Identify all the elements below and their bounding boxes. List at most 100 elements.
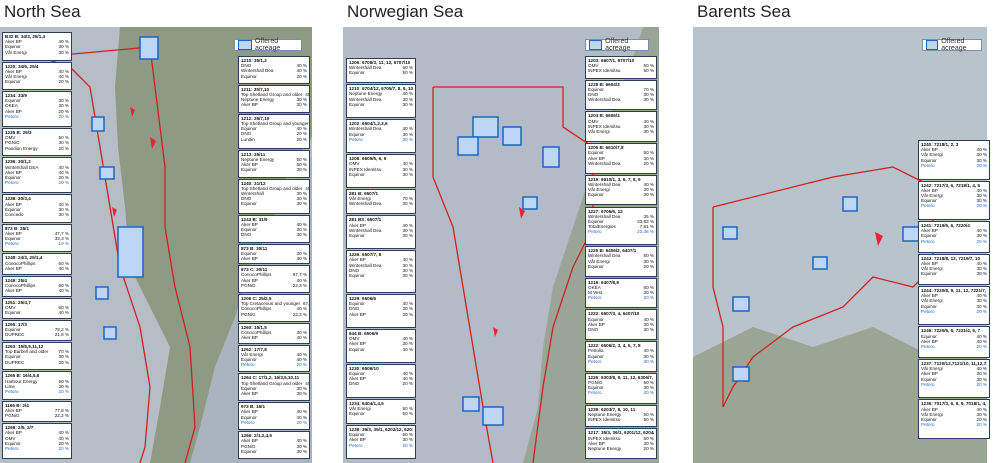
partner-name: Wintershall Dea bbox=[349, 65, 382, 71]
partner-share: 30 % bbox=[402, 131, 413, 137]
partner-name: Aker BP bbox=[241, 162, 258, 168]
partner-share: 50 % bbox=[402, 65, 413, 71]
partner-name: INPEX Idemitsu bbox=[588, 416, 621, 422]
licence-partner-row: OMV 40 % bbox=[588, 119, 654, 124]
licence-partner-row: Aker BP 47,7 % bbox=[5, 231, 69, 236]
licence-partner-row: Aker BP 30 % bbox=[588, 441, 654, 446]
partner-name: Wintershall Dea bbox=[349, 262, 382, 268]
licence-partner-row: Wintershall Dea 40 % bbox=[588, 182, 654, 187]
licence-partner-row: Aker BP 40 % bbox=[5, 170, 69, 175]
partner-share: 30 % bbox=[296, 191, 307, 197]
licence-partner-row: Petoro 30 % bbox=[349, 137, 413, 142]
licence-box: 1234: 6404/1,4,5 Vår Energi 50 % Equinor 50 … bbox=[346, 398, 416, 425]
partner-share: 30 % bbox=[58, 140, 69, 146]
panel-title-norwegian-sea: Norwegian Sea bbox=[347, 2, 464, 21]
licence-partner-row: Vår Energi 70 % bbox=[349, 196, 413, 201]
partner-name: INPEX Idemitsu bbox=[588, 123, 621, 129]
partner-share: 30 % bbox=[58, 206, 69, 212]
partner-name: Top Barbell and older bbox=[5, 349, 49, 355]
partner-share: 70 % bbox=[643, 86, 654, 92]
partner-share: 20 % bbox=[976, 308, 987, 314]
licence-partner-row: Vår Energi 30 % bbox=[5, 50, 69, 55]
licence-partner-row: Aker BP 40 % bbox=[921, 261, 987, 266]
licence-box: 1249: 25/4 ConocoPhillips 60 % Aker BP 40 % bbox=[2, 275, 72, 297]
partner-name: Wintershall Dea bbox=[241, 68, 274, 74]
licence-partner-row: Vår Energi 30 % bbox=[921, 152, 987, 157]
partner-name: Aker BP bbox=[5, 201, 22, 207]
licence-partner-row: Petoro 22,36 % bbox=[588, 229, 654, 234]
licence-partner-row: Vår Energi 30 % bbox=[921, 266, 987, 271]
licence-box-title: 1203: 6607/1, 6707/10 bbox=[588, 58, 635, 63]
partner-name: Vår Energi bbox=[921, 152, 943, 158]
licence-box-title: 1222: 6507/3, 4, 6407/10 bbox=[588, 311, 640, 317]
licence-box: 1236: 30/1,2 Wintershall DEA 40 % Aker BP 40… bbox=[2, 157, 72, 194]
licence-partner-row: Aker BP 30 % bbox=[349, 341, 413, 346]
partner-share: 40 % bbox=[305, 92, 310, 98]
licence-partner-row: Equinor 40 % bbox=[349, 371, 413, 376]
partner-share: 30 % bbox=[643, 187, 654, 193]
licence-box-title: 1227: 6706/6, 12 bbox=[588, 208, 623, 214]
partner-share: 20 % bbox=[296, 419, 307, 425]
partner-name: Aker BP bbox=[241, 438, 258, 444]
partner-share: 40 % bbox=[296, 351, 307, 357]
licence-box-title: 1219: 6610/1, 3, 6, 7, 8, 9 bbox=[588, 176, 641, 182]
licence-box: 1206 B: 6610/7,8 Equinor 50 % Aker BP 30 % Wi… bbox=[585, 143, 657, 174]
partner-name: Equinor bbox=[349, 411, 365, 417]
licence-partner-row: Top Barbell and older 70 % bbox=[5, 349, 69, 354]
licence-box: 1262: 17/7,8 Vår Energi 40 % Equinor 40 % Pet… bbox=[238, 344, 310, 373]
licence-box: 1210: 6704/12, 6705/7, 8, 9, 10, 11Neptu… bbox=[346, 84, 416, 119]
licence-partner-row: Petoro 20 % bbox=[5, 180, 69, 185]
licence-box: 1260: 15/1,5 ConocoPhillips 30 % Aker BP 40 … bbox=[238, 322, 310, 344]
partner-name: Petoro bbox=[921, 308, 935, 314]
licence-partner-row: Wintershall Dea 20 % bbox=[588, 161, 654, 166]
licence-partner-row: Wintershall Dea 30 % bbox=[349, 228, 413, 233]
partner-name: Equinor bbox=[349, 171, 365, 177]
licence-box: 1242: 7217/3, 6, 7218/1, 4, 5 Aker BP 40 %… bbox=[918, 180, 990, 221]
partner-name: Equinor bbox=[349, 232, 365, 238]
licence-box: 1210: 35/1,2 DNO 40 % Wintershall Dea 40 % Eq… bbox=[238, 56, 310, 84]
licence-box: 1226: 6507/7, 8 Aker BP 40 % Wintershall De… bbox=[346, 250, 416, 293]
licence-partner-row: DNO 30 % bbox=[349, 306, 413, 311]
licence-box-title: 1166 B: 2/4 bbox=[5, 402, 29, 408]
licence-box: 1240: 7218/1, 2, 3 Aker BP 40 % Vår Energi 3… bbox=[918, 140, 990, 180]
licence-box-title: 1211: 35/7,10 bbox=[241, 86, 270, 92]
licence-box: 873 C: 30/11 ConocoPhillips 67,7 % Aker BP 4… bbox=[238, 265, 310, 294]
partner-share: 40 % bbox=[643, 348, 654, 354]
licence-partner-row: TotalEnergies 7,81 % bbox=[588, 224, 654, 229]
licence-partner-row: Petoro 20 % bbox=[921, 163, 987, 168]
licence-partner-row: Aker BP 40 % bbox=[349, 376, 413, 381]
partner-share: 22,2 % bbox=[54, 413, 69, 419]
licence-box-title: 1238: 30/3,4 bbox=[5, 196, 31, 202]
licence-partner-row: Pandion Energy 20 % bbox=[5, 146, 69, 151]
licence-partner-row: Equinor 30 % bbox=[921, 233, 987, 238]
partner-name: DNO bbox=[349, 267, 360, 273]
licence-partner-row: Equinor 40 % bbox=[241, 415, 307, 420]
partner-name: Aker BP bbox=[5, 68, 22, 74]
licence-box-title: 1236: 7017/3, 6, 8, 9, 7018/1, 4, 5, 7 bbox=[921, 401, 987, 407]
licence-box-title: 1202: 6604/1,2,3,6 bbox=[349, 121, 388, 127]
partner-share: 30 % bbox=[643, 321, 654, 327]
licence-box: 1203: 6607/1, 6707/10 OMV 50 % INPEX Idemit… bbox=[585, 56, 657, 79]
licence-box: 1238: 36/3, 35/1, 6203/12, 6201/10Equino… bbox=[346, 425, 416, 459]
licence-box-title: 1265: 17/3 bbox=[5, 321, 27, 327]
partner-share: 30 % bbox=[643, 97, 654, 103]
partner-name: DNO bbox=[241, 131, 252, 137]
partner-name: Equinor bbox=[349, 70, 365, 76]
partner-name: DNO bbox=[241, 196, 252, 202]
partner-share: 30 % bbox=[296, 443, 307, 449]
licence-partner-row: OMV 40 % bbox=[5, 436, 69, 441]
legend-label: Offered acreage bbox=[605, 38, 631, 52]
partner-share: 30 % bbox=[976, 198, 987, 204]
partner-share: 30 % bbox=[58, 359, 69, 365]
partner-name: Top Shetland Group and younger bbox=[241, 120, 309, 126]
licence-partner-row: Equinor 20 % bbox=[921, 417, 987, 422]
partner-name: Equinor bbox=[241, 356, 257, 362]
partner-name: TotalEnergies bbox=[588, 224, 616, 230]
partner-name: DUPREC bbox=[5, 359, 25, 365]
partner-name: Aker BP bbox=[241, 221, 258, 227]
partner-share: 30 % bbox=[976, 271, 987, 277]
licence-partner-row: Aker BP 40 % bbox=[241, 438, 307, 443]
partner-share: 30 % bbox=[976, 376, 987, 382]
partner-share: 40 % bbox=[58, 287, 69, 293]
partner-name: PGNiG bbox=[241, 282, 256, 288]
